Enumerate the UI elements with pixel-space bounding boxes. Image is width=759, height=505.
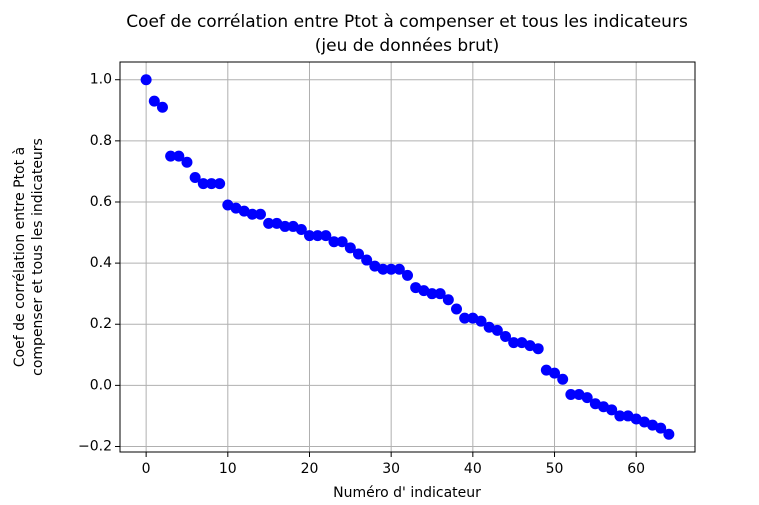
x-tick-label: 40 [464,461,482,477]
point [459,312,471,324]
point [312,230,324,242]
point [451,303,463,315]
point [205,178,217,190]
point [377,263,389,275]
y-tick-label: 0.6 [90,194,112,210]
point [426,288,438,300]
y-tick-label: 0.8 [90,133,112,149]
point [173,150,185,162]
point [491,324,503,336]
plot-frame [119,61,696,453]
point [181,156,193,168]
point [303,230,315,242]
y-axis-label: Coef de corrélation entre Ptot à [12,147,28,367]
x-tick-label: 0 [142,461,151,477]
point [336,236,348,248]
x-tick-label: 50 [546,461,564,477]
x-tick-label: 20 [301,461,319,477]
point [508,337,520,349]
point [532,343,544,355]
point [352,248,364,260]
point [214,178,226,190]
y-axis-label: compenser et tous les indicateurs [30,138,46,376]
point [344,242,356,254]
point [156,101,168,113]
chart-title: (jeu de données brut) [315,36,499,56]
x-tick-label: 60 [627,461,645,477]
point [197,178,209,190]
x-axis-label: Numéro d' indicateur [333,485,481,501]
chart-title: Coef de corrélation entre Ptot à compens… [126,12,688,32]
point [475,315,487,327]
point [140,74,152,86]
point [361,254,373,266]
point [434,288,446,300]
x-tick-label: 10 [219,461,237,477]
point [189,172,201,184]
point [263,217,275,229]
point [320,230,332,242]
y-tick-label: 0.0 [90,377,112,393]
point [402,269,413,281]
point [165,150,177,162]
point [254,208,266,220]
point [393,263,405,275]
point [246,208,258,220]
point [500,330,512,342]
point [148,95,160,107]
point [328,236,340,248]
point [614,410,626,422]
x-tick-label: 30 [382,461,400,477]
point [655,422,667,434]
point [295,223,307,235]
y-tick-label: −0.2 [78,438,112,454]
y-tick-label: 0.4 [90,255,112,271]
y-tick-label: 0.2 [90,316,112,332]
y-tick-label: 1.0 [90,72,112,88]
point [385,263,397,275]
point [557,373,569,385]
point [279,220,291,232]
point [565,389,577,401]
point [581,392,593,404]
point [549,367,561,379]
point [442,294,454,306]
point [663,428,675,440]
point [606,404,618,416]
